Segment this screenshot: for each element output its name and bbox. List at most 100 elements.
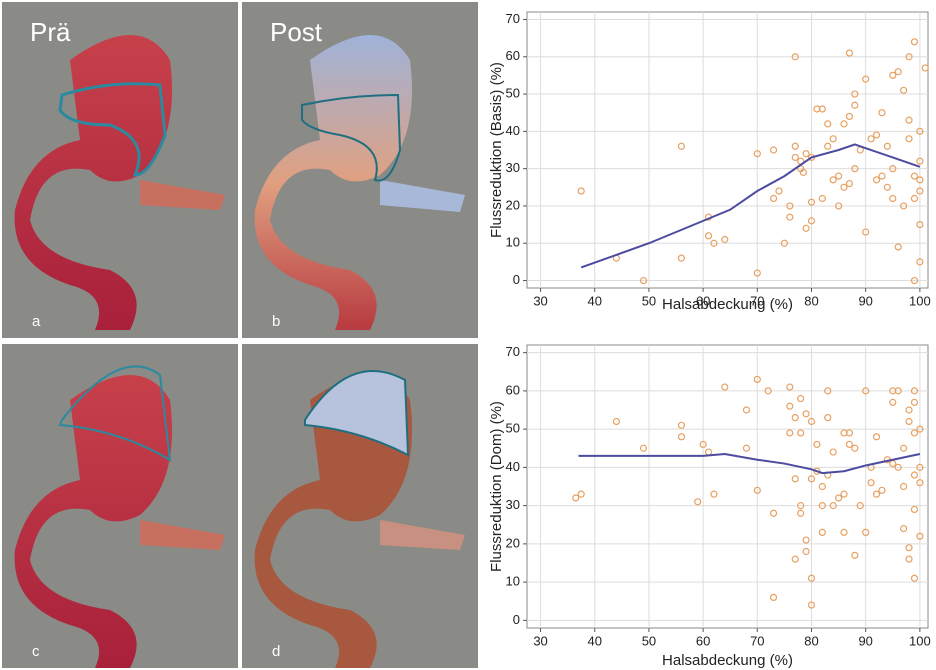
data-point <box>834 172 843 180</box>
data-point <box>791 142 799 150</box>
data-point <box>900 482 908 491</box>
data-point <box>677 142 686 150</box>
data-point <box>807 475 816 483</box>
x-tick-label: 80 <box>804 293 818 308</box>
y-tick-label: 0 <box>513 612 520 627</box>
data-point <box>786 202 794 210</box>
data-point <box>769 146 778 154</box>
panel-title: Prä <box>30 17 71 47</box>
aneurysm-flow <box>14 35 172 330</box>
vessel <box>140 180 225 210</box>
data-point <box>769 194 778 203</box>
data-point <box>910 194 919 203</box>
data-point <box>905 135 913 143</box>
data-point <box>894 243 902 251</box>
data-point <box>856 502 864 510</box>
data-point <box>910 38 919 46</box>
x-tick-label: 60 <box>696 293 710 308</box>
data-point <box>769 593 778 602</box>
data-point <box>845 440 854 449</box>
data-point <box>791 414 799 422</box>
data-point <box>840 183 848 191</box>
x-tick-label: 50 <box>642 633 656 648</box>
neck-outline <box>58 82 167 177</box>
data-point <box>894 68 902 76</box>
panel-letter: a <box>32 313 41 330</box>
data-point <box>840 528 848 536</box>
y-tick-label: 60 <box>506 382 520 397</box>
data-point <box>829 448 837 456</box>
x-tick-label: 30 <box>533 633 547 648</box>
data-point <box>753 486 761 494</box>
x-tick-label: 40 <box>588 293 602 308</box>
data-point <box>764 387 772 395</box>
data-point <box>742 406 751 414</box>
data-point <box>916 157 924 165</box>
panel-letter: c <box>32 643 40 660</box>
data-point <box>802 547 810 556</box>
data-point <box>845 429 854 437</box>
y-tick-label: 20 <box>506 197 520 212</box>
data-point <box>791 555 799 563</box>
data-point <box>883 183 891 191</box>
panel-title: Post <box>270 17 323 47</box>
data-point <box>916 176 924 184</box>
data-point <box>910 276 919 285</box>
data-point <box>797 429 805 437</box>
y-tick-label: 40 <box>506 459 520 474</box>
x-axis-label: Halsabdeckung (%) <box>662 652 793 669</box>
data-point <box>867 479 875 487</box>
y-tick-label: 40 <box>506 123 520 138</box>
data-point <box>786 383 794 391</box>
image-panels: Prä Post a b c d <box>0 0 478 670</box>
data-point <box>710 490 718 498</box>
data-point <box>916 425 924 433</box>
data-point <box>862 528 870 536</box>
data-point <box>677 421 686 429</box>
data-point <box>905 555 913 563</box>
data-point <box>704 232 713 240</box>
data-point <box>916 532 924 540</box>
data-point <box>791 475 799 483</box>
data-point <box>807 198 816 206</box>
x-tick-label: 40 <box>588 633 602 648</box>
data-point <box>829 135 837 143</box>
y-axis-label: Flussreduktion (Dom) (%) <box>488 401 505 572</box>
data-point <box>900 86 908 94</box>
data-point <box>677 433 686 441</box>
data-point <box>775 187 783 195</box>
data-point <box>572 494 580 502</box>
data-point <box>867 135 875 143</box>
data-point <box>829 176 837 184</box>
y-tick-label: 0 <box>513 272 520 287</box>
data-point <box>802 536 810 544</box>
y-axis-label: Flussreduktion (Basis) (%) <box>488 62 505 238</box>
x-tick-label: 100 <box>909 633 931 648</box>
data-point <box>818 482 826 491</box>
data-point <box>710 239 718 247</box>
data-point <box>916 127 924 135</box>
x-tick-label: 60 <box>696 633 710 648</box>
x-tick-label: 50 <box>642 293 656 308</box>
y-tick-label: 10 <box>506 574 520 589</box>
data-point <box>910 387 919 395</box>
data-point <box>916 220 924 229</box>
data-point <box>889 165 897 173</box>
data-point <box>872 131 881 139</box>
y-tick-label: 10 <box>506 235 520 250</box>
panel-letter: d <box>272 643 280 660</box>
data-point <box>910 574 919 582</box>
plot-area <box>526 344 929 629</box>
dome-outline <box>58 365 172 462</box>
data-point <box>840 490 848 498</box>
data-point <box>905 417 913 426</box>
y-tick-label: 30 <box>506 160 520 175</box>
panel-letter: b <box>272 313 280 330</box>
data-point <box>916 187 924 195</box>
data-point <box>818 528 826 536</box>
data-point <box>786 402 794 410</box>
data-point <box>878 172 886 180</box>
aneurysm-flow <box>254 375 412 668</box>
data-point <box>889 71 897 80</box>
data-point <box>612 417 621 426</box>
